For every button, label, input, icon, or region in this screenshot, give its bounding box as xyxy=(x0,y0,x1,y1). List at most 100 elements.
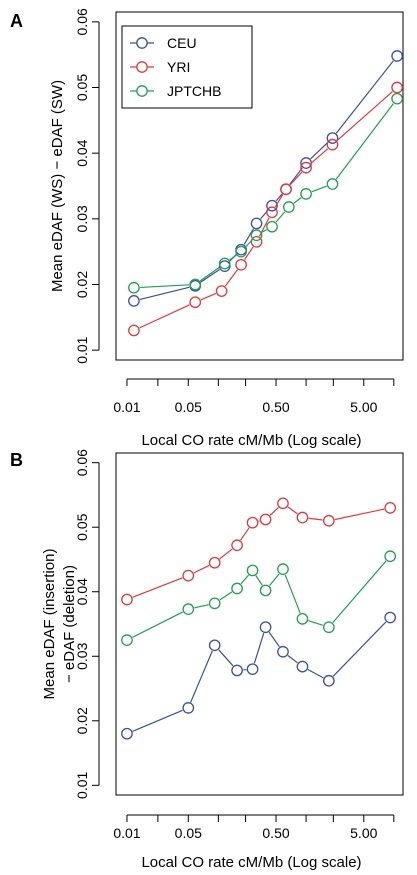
series-segment xyxy=(335,60,394,134)
data-point xyxy=(128,295,140,307)
y-axis-label-line: Mean eDAF (insertion) xyxy=(41,549,58,700)
data-point xyxy=(277,645,289,658)
series-segment xyxy=(269,507,279,516)
panel-a: A 0.01 0.05 0.50 5.00 Local CO rate cM/Mb (L… xyxy=(10,8,404,449)
data-point xyxy=(208,556,221,569)
series-jptchb xyxy=(128,92,403,294)
data-point xyxy=(250,217,263,230)
series-segment xyxy=(200,292,217,301)
x-tick-label: 0.50 xyxy=(262,825,289,841)
data-point xyxy=(326,178,339,190)
series-segment xyxy=(244,239,253,248)
series-segment xyxy=(275,211,286,223)
series-unnamed xyxy=(121,497,397,606)
data-point xyxy=(231,582,243,595)
series-segment xyxy=(190,650,213,703)
x-tick-label: 5.00 xyxy=(350,825,377,841)
legend-label: YRI xyxy=(167,59,190,75)
data-point xyxy=(277,497,289,510)
y-tick-label: 0.05 xyxy=(74,513,90,540)
series-segment xyxy=(268,631,280,648)
data-point xyxy=(121,593,133,606)
y-tick-label: 0.03 xyxy=(74,642,90,669)
data-point xyxy=(182,702,195,714)
panel-b: B 0.01 0.05 0.50 5.00 Local CO rate cM/Mb (L… xyxy=(10,449,404,871)
data-point xyxy=(128,281,140,294)
x-tick-label: 0.50 xyxy=(262,399,289,415)
data-point xyxy=(391,50,403,62)
data-point xyxy=(300,161,312,174)
legend-label: CEU xyxy=(167,35,197,51)
legend-marker xyxy=(136,37,148,49)
x-tick-label: 0.05 xyxy=(175,825,202,841)
data-point xyxy=(296,660,309,673)
series-segment xyxy=(310,148,329,164)
data-point xyxy=(391,92,403,105)
series-segment xyxy=(219,591,233,601)
series-segment xyxy=(289,171,303,186)
series-segment xyxy=(261,229,267,233)
series-segment xyxy=(311,185,327,193)
series-segment xyxy=(293,197,302,204)
y-axis-label: Mean eDAF (insertion) − eDAF (deletion) xyxy=(41,549,78,700)
legend-label: JPTCHB xyxy=(167,83,221,99)
series-segment xyxy=(132,611,184,638)
data-point xyxy=(259,513,272,526)
series-unnamed xyxy=(121,550,397,646)
series-segment xyxy=(240,527,250,541)
panel-letter-b: B xyxy=(10,450,23,470)
y-axis-label: Mean eDAF (WS) − eDAF (SW) xyxy=(49,80,66,292)
y-tick-label: 0.03 xyxy=(74,205,90,232)
series-segment xyxy=(308,620,324,626)
series-segment xyxy=(140,284,190,289)
y-tick-label: 0.06 xyxy=(74,449,90,476)
y-tick-label: 0.01 xyxy=(74,336,90,363)
series-segment xyxy=(332,621,387,677)
series-segment xyxy=(224,269,238,287)
series-segment xyxy=(132,709,183,732)
data-point xyxy=(121,727,133,740)
series-segment xyxy=(243,228,254,245)
series-segment xyxy=(240,574,249,585)
data-point xyxy=(246,564,259,577)
y-tick-label: 0.02 xyxy=(74,707,90,734)
series-ceu xyxy=(128,50,403,307)
x-tick-label: 0.01 xyxy=(113,399,140,415)
legend: CEU YRI JPTCHB xyxy=(121,25,253,109)
data-point xyxy=(182,569,195,582)
data-point xyxy=(189,296,202,309)
data-point xyxy=(182,603,195,616)
series-unnamed xyxy=(121,611,397,740)
data-point xyxy=(266,206,278,219)
data-point xyxy=(384,550,397,563)
data-point xyxy=(296,511,309,524)
data-point xyxy=(215,285,228,297)
series-segment xyxy=(332,560,387,623)
data-point xyxy=(250,235,263,248)
data-point xyxy=(326,138,339,151)
series-yri xyxy=(128,81,403,337)
series-segment xyxy=(200,269,220,283)
series-segment xyxy=(284,574,301,614)
series-segment xyxy=(193,564,210,574)
data-point xyxy=(282,201,295,213)
panel-letter-a: A xyxy=(10,11,23,31)
data-point xyxy=(259,584,272,597)
data-point xyxy=(300,188,312,200)
series-segment xyxy=(199,266,220,282)
series-segment xyxy=(269,573,280,587)
plot-frame xyxy=(115,11,404,361)
series-segment xyxy=(218,649,234,667)
data-point xyxy=(250,229,263,242)
series-segment xyxy=(253,632,265,664)
data-point xyxy=(259,621,272,634)
data-point xyxy=(218,260,231,272)
series-segment xyxy=(275,193,283,202)
x-tick-label: 0.01 xyxy=(113,825,140,841)
data-point xyxy=(384,501,397,514)
series-segment xyxy=(287,655,298,664)
series-segment xyxy=(274,194,284,208)
x-tick-label: 0.05 xyxy=(175,399,202,415)
y-tick-label: 0.04 xyxy=(74,578,90,605)
